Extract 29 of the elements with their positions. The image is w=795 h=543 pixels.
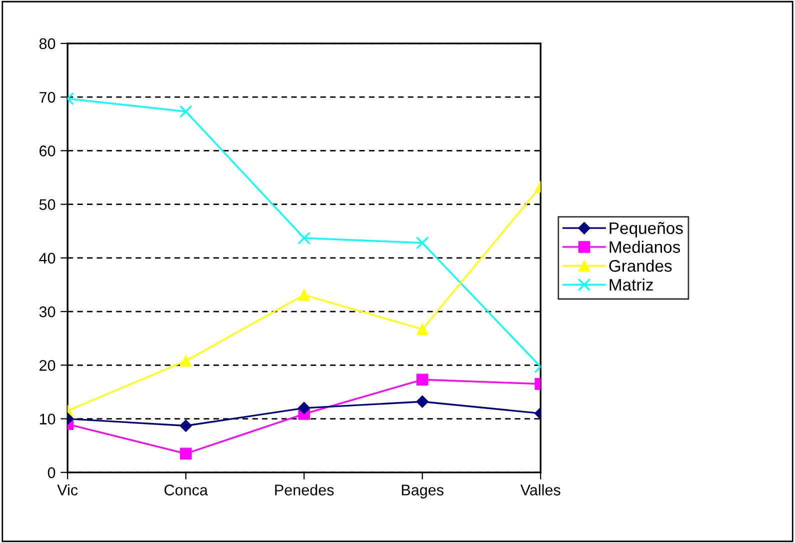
x-tick-label: Bages bbox=[402, 484, 444, 498]
x-tick-label: Valles bbox=[520, 484, 560, 496]
y-tick-label: 10 bbox=[40, 414, 56, 424]
point bbox=[298, 289, 310, 301]
y-tick-label: 70 bbox=[40, 92, 56, 103]
point bbox=[416, 395, 429, 408]
point bbox=[180, 354, 192, 367]
point bbox=[416, 236, 429, 250]
y-tick-label: 30 bbox=[39, 306, 56, 318]
y-tick-label: 80 bbox=[39, 38, 56, 50]
y-tick-label: 40 bbox=[39, 252, 56, 264]
y-tick-label: 60 bbox=[40, 146, 56, 156]
y-tick-label: 50 bbox=[39, 199, 56, 210]
point bbox=[416, 323, 428, 336]
legend-label: Grandes bbox=[609, 260, 672, 272]
point bbox=[298, 232, 310, 244]
x-tick-label: Penedes bbox=[275, 484, 334, 496]
point bbox=[298, 402, 310, 414]
point bbox=[180, 448, 192, 460]
legend-label: Pequeños bbox=[610, 222, 683, 238]
y-tick-label: 20 bbox=[40, 360, 56, 371]
legend-label: Medianos bbox=[610, 240, 680, 253]
point bbox=[416, 374, 428, 386]
y-tick-label: 0 bbox=[48, 467, 56, 478]
x-tick-label: Vic bbox=[57, 484, 78, 496]
point bbox=[180, 420, 192, 432]
legend-label: Matriz bbox=[610, 278, 653, 291]
point bbox=[179, 105, 192, 118]
x-tick-label: Conca bbox=[164, 484, 208, 496]
